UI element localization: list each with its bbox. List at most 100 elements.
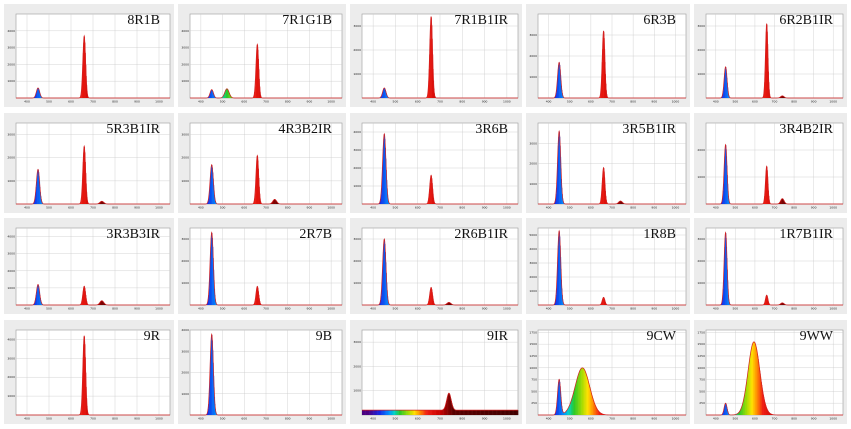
y-tick-label: 2000 xyxy=(697,148,705,152)
y-tick-label: 1250 xyxy=(697,354,705,358)
x-tick-label: 600 xyxy=(241,417,247,421)
spectrum-area xyxy=(205,334,219,415)
y-tick-label: 1000 xyxy=(697,72,705,76)
y-tick-label: 1750 xyxy=(697,330,705,334)
y-tick-label: 3000 xyxy=(353,24,361,28)
y-tick-label: 1250 xyxy=(529,354,537,358)
x-tick-label: 600 xyxy=(588,417,594,421)
y-tick-label: 1000 xyxy=(7,286,15,290)
y-tick-label: 3000 xyxy=(353,237,361,241)
y-tick-label: 1000 xyxy=(353,281,361,285)
x-tick-label: 900 xyxy=(482,417,488,421)
spectrum-chart-3r5b1ir: 1000 2000 3000 400 500 600 700 800 900 1000 3R5B1I… xyxy=(526,113,690,213)
chart-title: 7R1G1B xyxy=(282,13,332,28)
x-tick-label: 400 xyxy=(546,417,552,421)
x-tick-label: 800 xyxy=(285,100,291,104)
chart-svg: 1000 2000 3000 400 500 600 700 800 900 1000 4R3B2I… xyxy=(178,113,346,213)
y-tick-label: 1000 xyxy=(181,281,189,285)
spectrum-area xyxy=(720,341,777,415)
x-tick-label: 400 xyxy=(713,206,719,210)
y-tick-label: 1000 xyxy=(7,179,15,183)
x-tick-label: 400 xyxy=(546,307,552,311)
y-tick-label: 4000 xyxy=(529,247,537,251)
chart-svg: 1000 2000 400 500 600 700 800 900 1000 3R4B2IR xyxy=(694,113,847,213)
x-tick-label: 900 xyxy=(811,100,817,104)
y-tick-label: 1750 xyxy=(529,330,537,334)
y-tick-label: 5000 xyxy=(529,233,537,237)
x-tick-label: 900 xyxy=(482,206,488,210)
spectrum-chart-2r6b1ir: 1000 2000 3000 400 500 600 700 800 900 1000 2R6B1I… xyxy=(350,218,522,314)
chart-svg: 1000 2000 3000 400 500 600 700 800 900 1000 6R3B xyxy=(526,4,690,107)
spectrum-chart-2r7b: 1000 2000 3000 400 500 600 700 800 900 1000 2R7B xyxy=(178,218,346,314)
x-tick-label: 900 xyxy=(307,307,313,311)
spectrum-chart-9b: 1000 2000 3000 4000 400 500 600 700 800 900 1000 9B xyxy=(178,320,346,424)
x-tick-label: 800 xyxy=(112,307,118,311)
x-tick-label: 400 xyxy=(546,206,552,210)
spectrum-chart-6r2b1ir: 1000 2000 3000 400 500 600 700 800 900 1000 6R2B1I… xyxy=(694,4,847,107)
x-tick-label: 500 xyxy=(46,206,52,210)
chart-title: 9CW xyxy=(646,329,676,344)
y-tick-label: 2000 xyxy=(181,371,189,375)
x-tick-label: 1000 xyxy=(503,417,511,421)
spectrum-line xyxy=(706,143,843,205)
x-tick-label: 700 xyxy=(772,100,778,104)
x-tick-label: 400 xyxy=(713,417,719,421)
spectrum-line xyxy=(190,333,342,416)
x-tick-label: 1000 xyxy=(503,100,511,104)
x-tick-label: 800 xyxy=(112,206,118,210)
spectrum-line xyxy=(706,231,843,306)
y-tick-label: 1000 xyxy=(529,289,537,293)
x-tick-label: 800 xyxy=(285,417,291,421)
x-tick-label: 500 xyxy=(393,206,399,210)
spectrum-chart-8r1b: 1000 2000 3000 4000 400 500 600 700 800 900 1000 8R… xyxy=(4,4,174,107)
spectrum-line xyxy=(706,341,843,416)
x-tick-label: 1000 xyxy=(327,100,335,104)
x-tick-label: 500 xyxy=(732,206,738,210)
x-tick-label: 800 xyxy=(459,100,465,104)
x-tick-label: 400 xyxy=(198,100,204,104)
y-tick-label: 1000 xyxy=(697,281,705,285)
y-tick-label: 1000 xyxy=(353,72,361,76)
x-tick-label: 1000 xyxy=(155,100,163,104)
y-tick-label: 3000 xyxy=(353,340,361,344)
chart-svg: 1000 2000 3000 400 500 600 700 800 900 1000 2R6B1I… xyxy=(350,218,522,314)
y-tick-label: 2000 xyxy=(181,259,189,263)
spectrum-line xyxy=(362,16,518,99)
chart-svg: 1000 2000 3000 4000 5000 400 500 600 700 800 900 10… xyxy=(526,218,690,314)
spectrum-line xyxy=(538,129,686,205)
x-tick-label: 600 xyxy=(68,206,74,210)
y-tick-label: 250 xyxy=(531,401,537,405)
x-tick-label: 900 xyxy=(307,417,313,421)
y-tick-label: 2000 xyxy=(181,156,189,160)
y-tick-label: 1000 xyxy=(181,179,189,183)
chart-svg: 1000 2000 3000 400 500 600 700 800 900 1000 3R5B1I… xyxy=(526,113,690,213)
y-tick-label: 3000 xyxy=(697,237,705,241)
x-tick-label: 900 xyxy=(482,100,488,104)
chart-svg: 1000 2000 3000 400 500 600 700 800 900 1000 1R7B1I… xyxy=(694,218,847,314)
x-tick-label: 600 xyxy=(68,100,74,104)
y-tick-label: 3000 xyxy=(181,237,189,241)
x-tick-label: 700 xyxy=(772,307,778,311)
y-tick-label: 2000 xyxy=(353,48,361,52)
spectrum-chart-3r3b3ir: 1000 2000 3000 4000 400 500 600 700 800 900 1000 3R… xyxy=(4,218,174,314)
y-tick-label: 2000 xyxy=(7,269,15,273)
x-tick-label: 600 xyxy=(752,100,758,104)
chart-svg: 1000 2000 3000 400 500 600 700 800 900 1000 9IR xyxy=(350,320,522,424)
x-tick-label: 500 xyxy=(393,307,399,311)
x-tick-label: 1000 xyxy=(155,206,163,210)
x-tick-label: 900 xyxy=(811,417,817,421)
x-tick-label: 1000 xyxy=(327,417,335,421)
x-tick-label: 400 xyxy=(24,417,30,421)
y-tick-label: 3000 xyxy=(529,141,537,145)
chart-svg: 1000 2000 3000 4000 400 500 600 700 800 900 1000 9B xyxy=(178,320,346,424)
y-tick-label: 3000 xyxy=(7,46,15,50)
chart-title: 9B xyxy=(316,329,332,344)
x-tick-label: 400 xyxy=(713,100,719,104)
x-tick-label: 400 xyxy=(24,100,30,104)
y-tick-label: 3000 xyxy=(529,261,537,265)
x-tick-label: 800 xyxy=(791,417,797,421)
x-tick-label: 800 xyxy=(112,100,118,104)
x-tick-label: 700 xyxy=(90,307,96,311)
x-tick-label: 700 xyxy=(263,417,269,421)
spectrum-area xyxy=(553,367,610,415)
